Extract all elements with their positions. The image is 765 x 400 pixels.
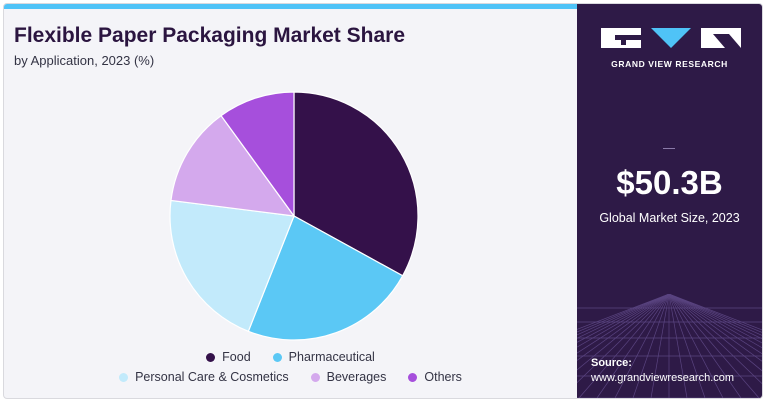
grid-line bbox=[614, 294, 670, 398]
grid-line bbox=[668, 294, 724, 398]
legend-label-personal-care: Personal Care & Cosmetics bbox=[135, 370, 289, 384]
grid-line bbox=[668, 294, 762, 362]
grid-line bbox=[577, 294, 670, 336]
grid-line bbox=[577, 294, 670, 348]
legend-label-beverages: Beverages bbox=[326, 370, 387, 384]
legend-label-pharmaceutical: Pharmaceutical bbox=[288, 350, 375, 364]
grid-line bbox=[668, 294, 688, 398]
legend-swatch-personal-care bbox=[119, 372, 129, 382]
grid-line bbox=[668, 294, 762, 355]
grid-line bbox=[577, 294, 670, 361]
grid-line bbox=[668, 294, 760, 398]
grid-line bbox=[668, 294, 762, 385]
grid-line bbox=[668, 294, 762, 349]
pie-slice-food bbox=[293, 91, 419, 277]
source-url: www.grandviewresearch.com bbox=[591, 372, 735, 384]
legend-label-food: Food bbox=[222, 350, 251, 364]
pie-slice-beverages bbox=[170, 114, 296, 217]
legend-item-others: Others bbox=[408, 370, 462, 384]
legend-row-1: Food Pharmaceutical bbox=[4, 350, 577, 364]
pie-slice-personal-care-cosmetics bbox=[169, 199, 295, 333]
legend-swatch-beverages bbox=[310, 372, 320, 382]
grid-line bbox=[577, 294, 670, 343]
grid-line bbox=[577, 294, 670, 330]
pie-chart bbox=[169, 91, 419, 341]
legend-item-personal-care: Personal Care & Cosmetics bbox=[119, 370, 289, 384]
legend-item-beverages: Beverages bbox=[310, 370, 387, 384]
grid-line bbox=[668, 294, 762, 372]
market-size-label: Global Market Size, 2023 bbox=[599, 211, 740, 225]
brand-name: GRAND VIEW RESEARCH bbox=[611, 59, 728, 69]
legend-row-2: Personal Care & Cosmetics Beverages Othe… bbox=[4, 370, 577, 384]
grid-line bbox=[668, 294, 762, 331]
legend-swatch-pharmaceutical bbox=[272, 352, 282, 362]
decorative-grid bbox=[577, 294, 762, 398]
accent-bar bbox=[4, 4, 577, 9]
grid-line bbox=[668, 294, 762, 340]
sidebar-panel: GRAND VIEW RESEARCH $50.3B Global Market… bbox=[577, 4, 762, 398]
grid-line bbox=[632, 294, 670, 398]
grid-line bbox=[577, 294, 670, 384]
sidebar-divider bbox=[663, 148, 675, 149]
grid-line bbox=[668, 294, 742, 398]
grid-line bbox=[668, 294, 762, 333]
grand-view-research-logo bbox=[601, 28, 741, 48]
infographic-card: Flexible Paper Packaging Market Share by… bbox=[3, 3, 763, 399]
legend-item-food: Food bbox=[206, 350, 251, 364]
market-size-value: $50.3B bbox=[616, 164, 723, 201]
grid-line bbox=[668, 294, 762, 344]
grid-line bbox=[577, 294, 670, 371]
grid-line bbox=[577, 294, 670, 354]
legend-swatch-others bbox=[408, 372, 418, 382]
grid-line bbox=[577, 294, 670, 333]
source-note: Source: www.grandviewresearch.com bbox=[591, 356, 734, 386]
legend-label-others: Others bbox=[424, 370, 462, 384]
legend-swatch-food bbox=[206, 352, 216, 362]
grid-line bbox=[578, 294, 670, 398]
grid-line bbox=[650, 294, 670, 398]
pie-slice-others bbox=[220, 91, 295, 218]
grid-line bbox=[668, 294, 706, 398]
source-label: Source: bbox=[591, 357, 632, 369]
pie-slice-pharmaceutical bbox=[247, 215, 404, 341]
grid-line bbox=[596, 294, 670, 398]
grid-line bbox=[668, 294, 762, 336]
chart-subtitle: by Application, 2023 (%) bbox=[14, 53, 155, 68]
legend-item-pharmaceutical: Pharmaceutical bbox=[272, 350, 375, 364]
chart-title: Flexible Paper Packaging Market Share bbox=[14, 24, 406, 47]
grid-line bbox=[577, 294, 670, 339]
